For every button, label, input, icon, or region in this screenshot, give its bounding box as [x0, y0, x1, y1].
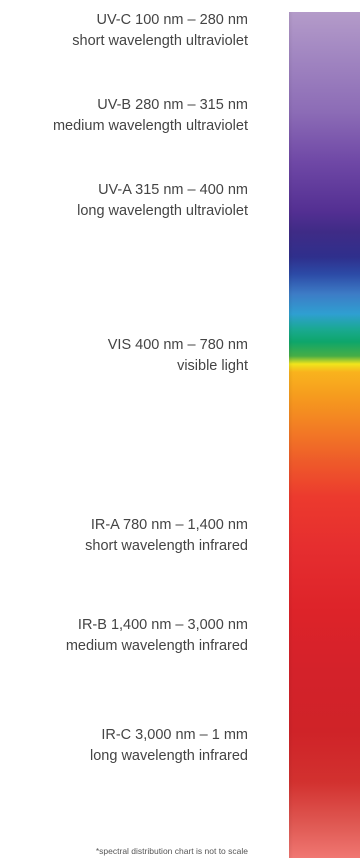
band-range: IR-A 780 nm – 1,400 nm — [90, 517, 248, 533]
band-label-uv-c: UV-C 100 nm – 280 nm short wavelength ul… — [72, 10, 248, 52]
band-label-ir-c: IR-C 3,000 nm – 1 mm long wavelength inf… — [90, 725, 248, 767]
band-description: medium wavelength infrared — [65, 638, 248, 654]
band-description: short wavelength ultraviolet — [72, 33, 248, 49]
band-description: visible light — [177, 358, 248, 374]
band-range: IR-B 1,400 nm – 3,000 nm — [77, 617, 248, 633]
band-label-vis: VIS 400 nm – 780 nm visible light — [108, 335, 248, 377]
band-label-ir-a: IR-A 780 nm – 1,400 nm short wavelength … — [85, 515, 248, 557]
band-label-ir-b: IR-B 1,400 nm – 3,000 nm medium waveleng… — [66, 615, 248, 657]
band-range: UV-C 100 nm – 280 nm — [96, 12, 248, 28]
band-description: medium wavelength ultraviolet — [52, 118, 248, 134]
spectral-distribution-bar — [289, 12, 360, 858]
band-label-uv-a: UV-A 315 nm – 400 nm long wavelength ult… — [77, 180, 248, 222]
band-range: UV-B 280 nm – 315 nm — [97, 97, 248, 113]
band-description: long wavelength ultraviolet — [77, 203, 248, 219]
band-range: VIS 400 nm – 780 nm — [107, 337, 248, 353]
band-range: IR-C 3,000 nm – 1 mm — [101, 727, 248, 743]
band-label-uv-b: UV-B 280 nm – 315 nm medium wavelength u… — [53, 95, 248, 137]
band-description: long wavelength infrared — [90, 748, 248, 764]
scale-footnote: *spectral distribution chart is not to s… — [95, 846, 248, 856]
band-description: short wavelength infrared — [85, 538, 248, 554]
band-labels: UV-C 100 nm – 280 nm short wavelength ul… — [53, 10, 248, 767]
band-range: UV-A 315 nm – 400 nm — [98, 182, 248, 198]
